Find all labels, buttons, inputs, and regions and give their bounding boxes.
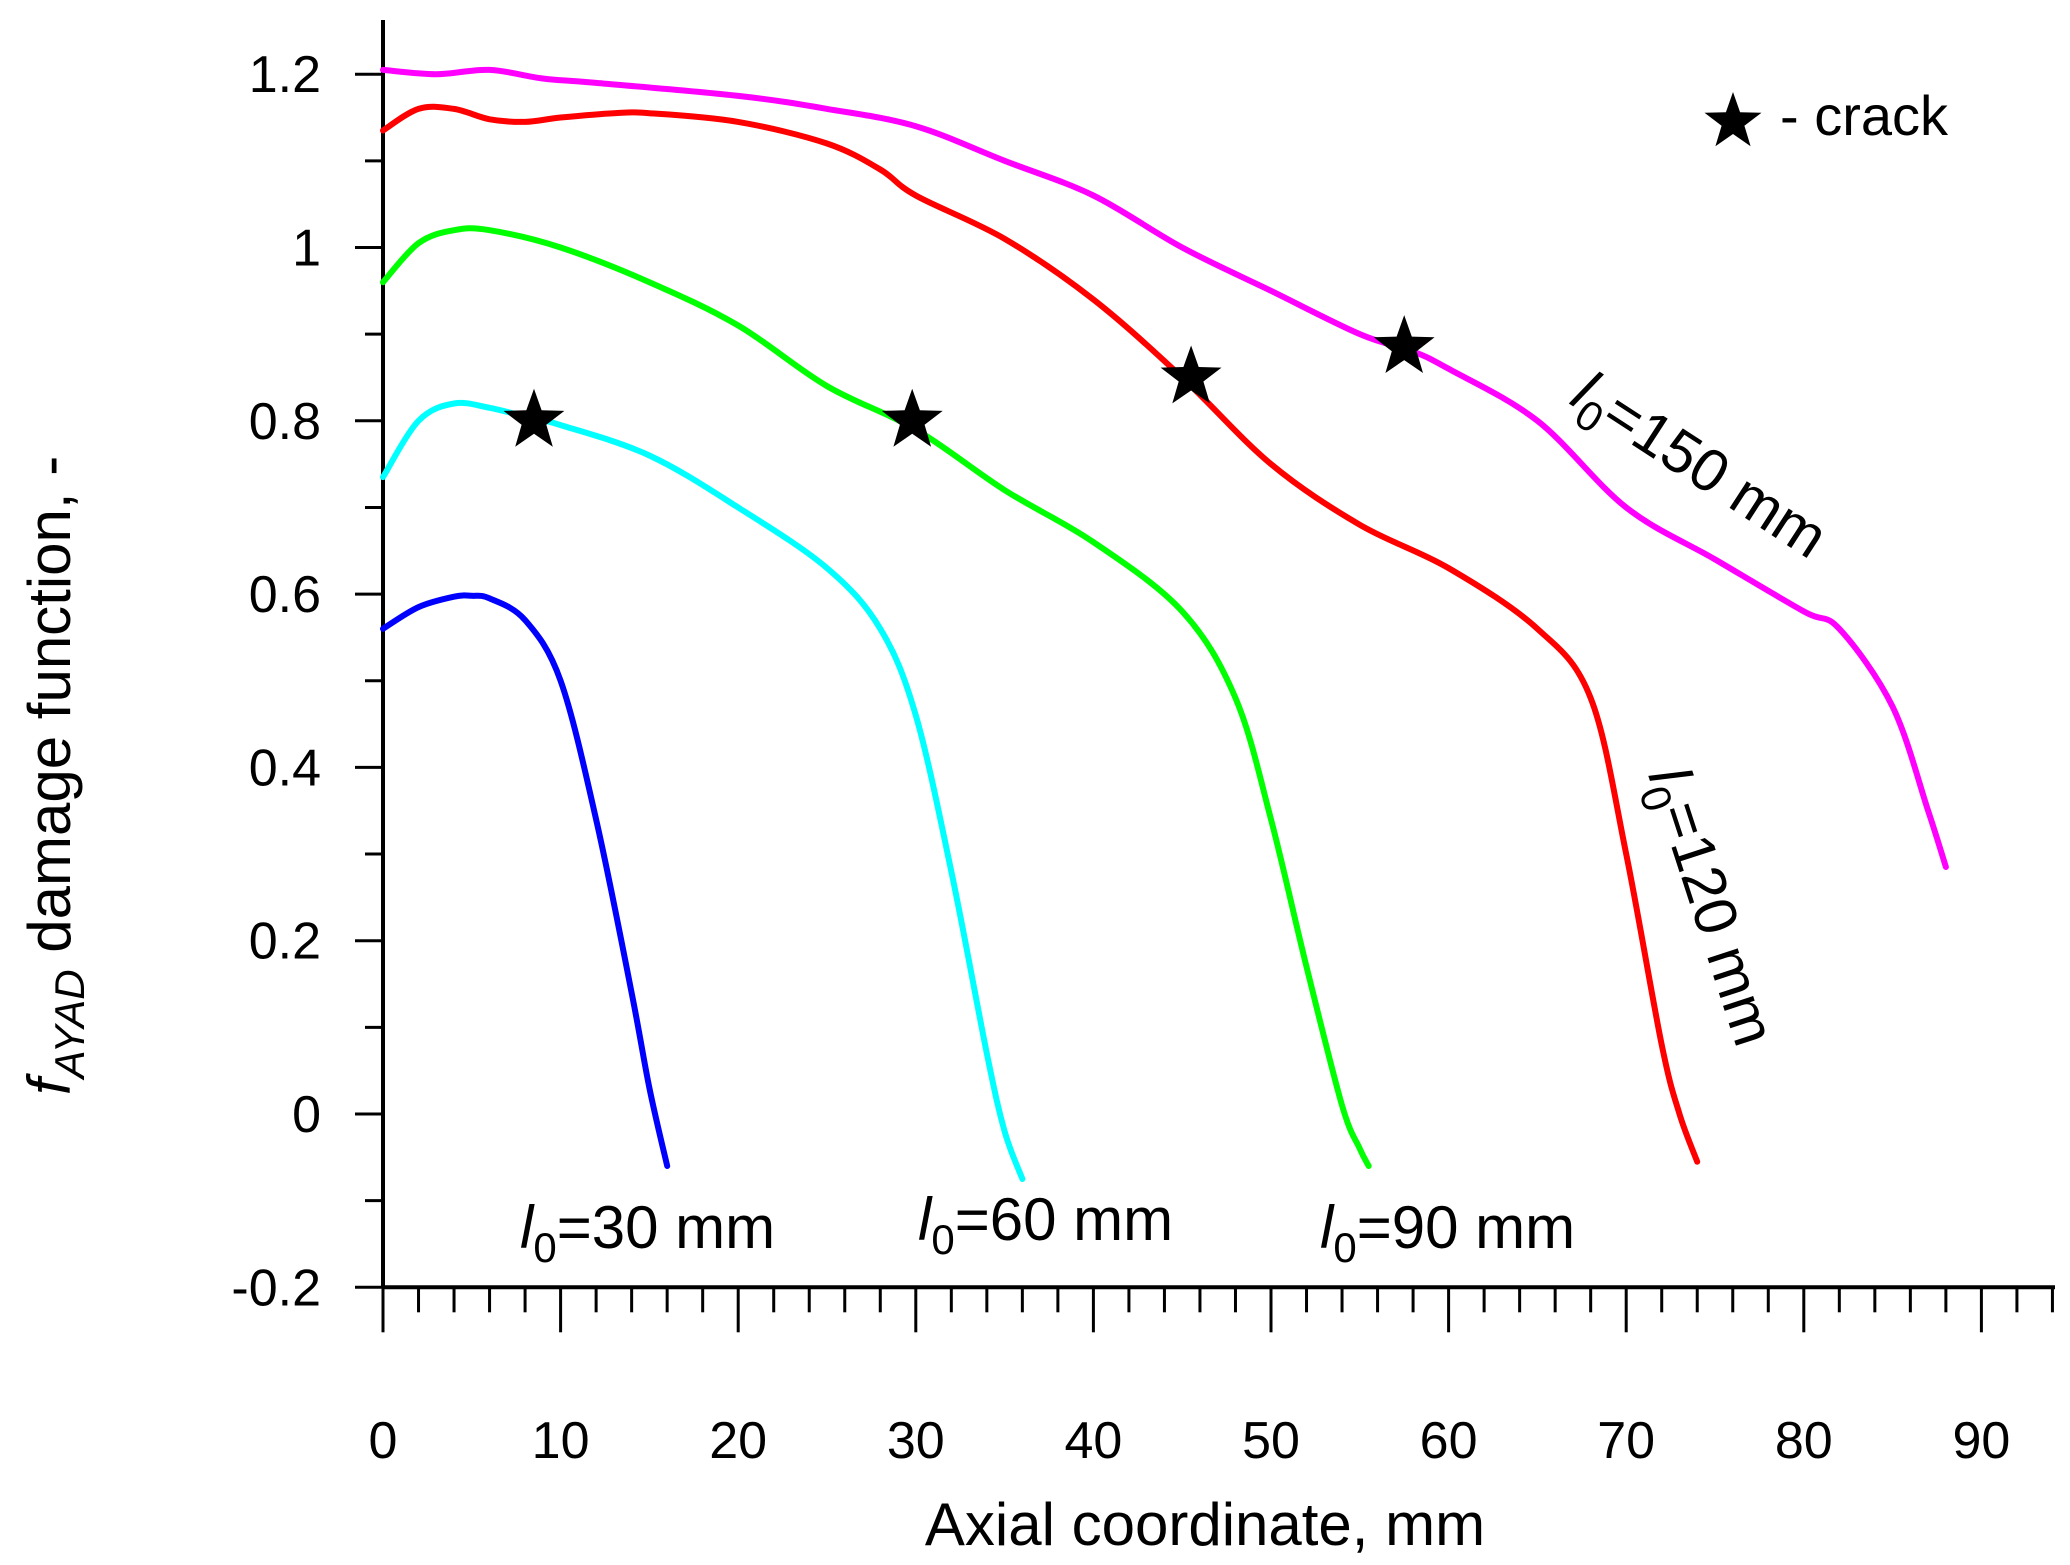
x-axis-title: Axial coordinate, mm [925,1491,1485,1558]
axes: -0.2 0 0.2 0.4 0.6 0.8 1 1.2 0 10 20 30 40 50 60 70 80 90 [231,20,2055,1470]
x-tick-label: 60 [1420,1412,1478,1470]
x-tick-label: 70 [1597,1412,1655,1470]
series-group [380,66,1949,1182]
series-line-0 [380,592,671,1169]
label-l0-30: l0=30 mm [520,1194,775,1271]
legend-text: - crack [1780,84,1949,147]
crack-markers [503,315,1435,447]
y-tick-label: 1.2 [249,46,321,104]
crack-star-icon [503,388,565,447]
x-tick-label: 80 [1775,1412,1833,1470]
y-axis-title: fAYAD damage function, - [16,456,93,1095]
crack-star-icon [1160,345,1222,404]
y-tick-label: 0.8 [249,393,321,451]
x-tick-label: 0 [369,1412,398,1470]
y-tick-label: 0.4 [249,739,321,797]
x-tick-label: 90 [1952,1412,2010,1470]
series-line-4 [380,66,1949,870]
y-tick-label: 0.6 [249,566,321,624]
x-tick-label: 20 [709,1412,767,1470]
label-l0-90: l0=90 mm [1320,1194,1575,1271]
x-tick-label: 30 [887,1412,945,1470]
y-tick-label: 1 [292,220,321,278]
x-tick-label: 10 [532,1412,590,1470]
x-tick-label: 50 [1242,1412,1300,1470]
label-l0-120: l0=120 mm [1626,758,1788,1056]
series-line-2 [380,225,1372,1169]
y-tick-label: 0 [292,1086,321,1144]
legend: - crack [1704,84,1949,147]
crack-star-icon [881,388,943,447]
crack-star-icon [1373,315,1435,373]
label-l0-60: l0=60 mm [918,1186,1173,1263]
legend-star-icon [1704,92,1762,147]
x-tick-label: 40 [1064,1412,1122,1470]
series-line-3 [380,103,1701,1165]
label-l0-150: l0=150 mm [1555,358,1839,580]
y-tick-label: 0.2 [249,913,321,971]
y-tick-label: -0.2 [231,1259,321,1317]
series-line-1 [380,399,1026,1182]
